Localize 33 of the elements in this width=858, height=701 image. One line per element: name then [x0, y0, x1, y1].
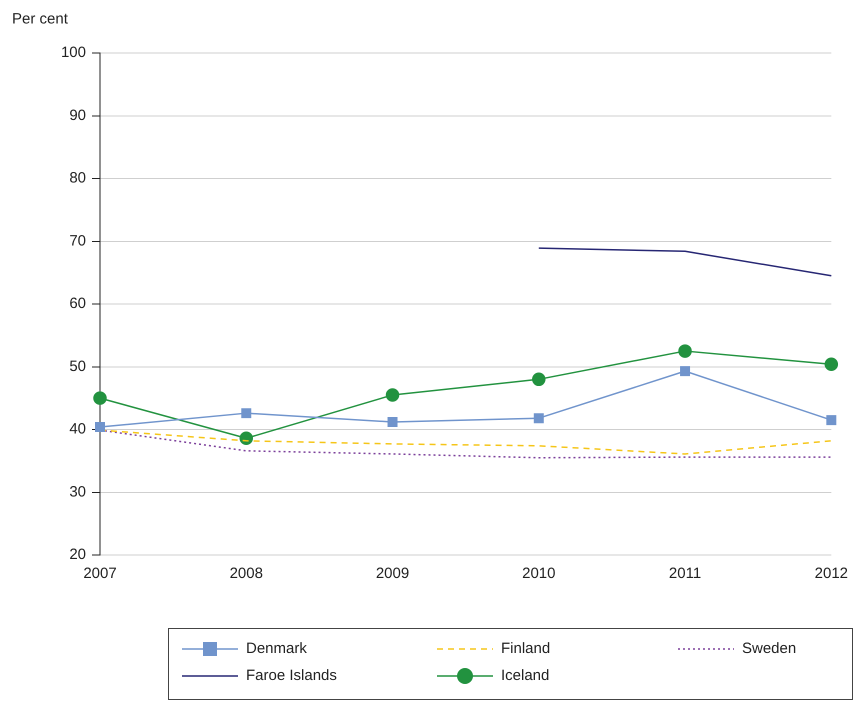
x-tick-label: 2011	[668, 565, 702, 582]
point	[824, 357, 838, 371]
point	[678, 344, 692, 358]
y-tick-label: 20	[69, 546, 86, 564]
x-tick-label: 2008	[230, 565, 263, 582]
point	[95, 422, 105, 432]
x-tick-label: 2009	[376, 565, 410, 582]
legend-label: Sweden	[742, 640, 796, 658]
x-tick-label: 2010	[522, 565, 556, 582]
legend-label: Iceland	[501, 667, 550, 684]
point	[386, 388, 400, 402]
point	[240, 432, 254, 446]
y-axis-title: Per cent	[12, 10, 69, 28]
y-tick-label: 40	[69, 420, 86, 438]
y-tick-label: 70	[69, 232, 86, 250]
y-tick-label: 50	[69, 358, 86, 375]
y-tick-label: 60	[69, 295, 86, 312]
y-tick-label: 90	[69, 106, 86, 124]
point	[534, 413, 544, 424]
y-tick-label: 100	[60, 44, 86, 62]
x-tick-label: 2007	[83, 565, 117, 582]
point	[241, 408, 252, 418]
point	[93, 391, 107, 405]
y-tick-label: 80	[69, 170, 86, 187]
y-tick-label: 30	[69, 483, 86, 500]
point	[532, 372, 546, 386]
legend-label: Faroe Islands	[246, 667, 337, 684]
point	[680, 366, 690, 376]
legend-label: Denmark	[246, 640, 308, 658]
legend-label: Finland	[501, 640, 550, 658]
point	[826, 415, 836, 426]
x-tick-label: 2012	[814, 565, 848, 582]
point	[388, 416, 398, 427]
